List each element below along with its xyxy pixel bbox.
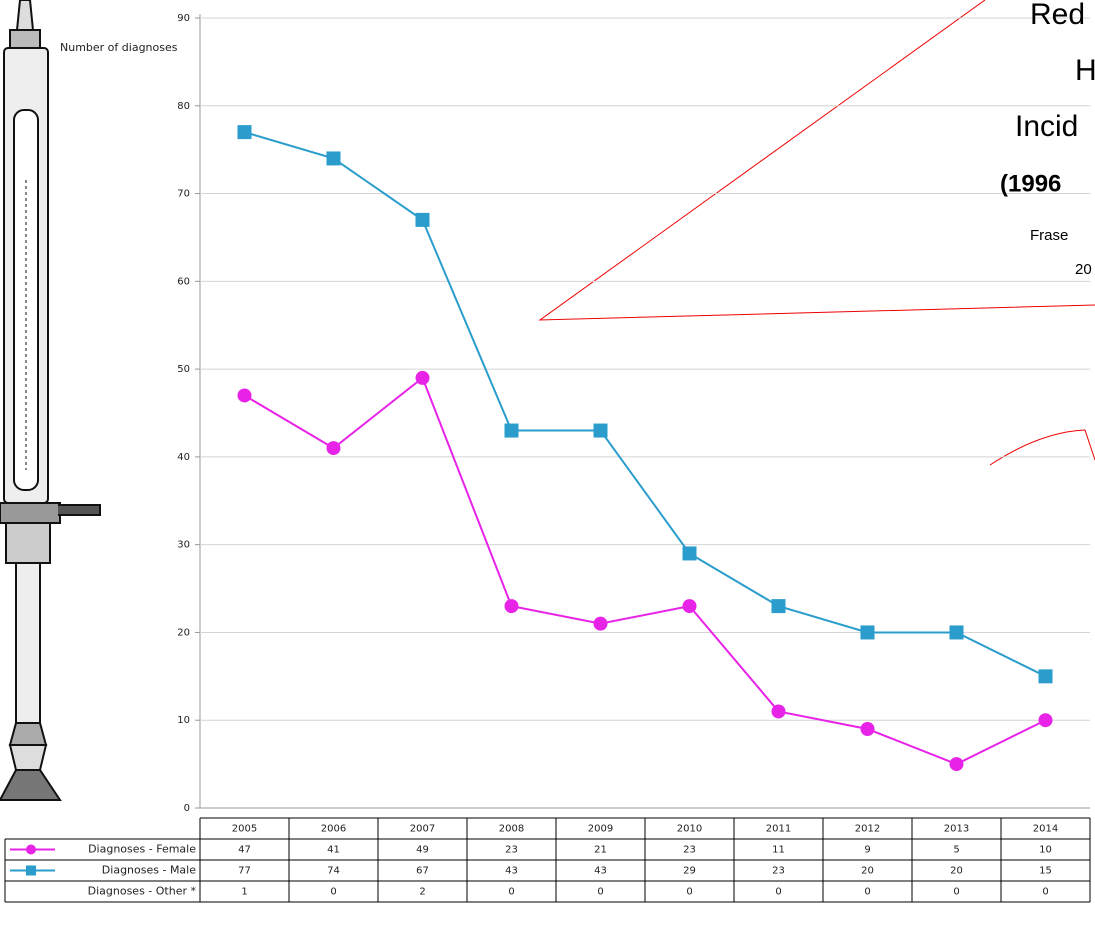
marker — [504, 599, 519, 614]
marker — [504, 423, 519, 438]
table-value: 21 — [594, 845, 607, 856]
marker — [415, 212, 430, 227]
legend-swatch — [26, 865, 36, 876]
table-value: 41 — [327, 845, 340, 856]
annotation: Frase — [1030, 227, 1068, 244]
marker — [860, 625, 875, 640]
x-tick-label: 2010 — [677, 824, 702, 835]
marker — [593, 423, 608, 438]
table-value: 0 — [953, 887, 959, 898]
marker — [682, 599, 697, 614]
table-value: 0 — [508, 887, 514, 898]
table-value: 15 — [1039, 866, 1052, 877]
table-value: 20 — [950, 866, 963, 877]
legend-label: Diagnoses - Male — [102, 864, 196, 877]
x-tick-label: 2005 — [232, 824, 257, 835]
annotation: Red — [1030, 0, 1085, 31]
table-value: 0 — [864, 887, 870, 898]
x-tick-label: 2006 — [321, 824, 346, 835]
table-value: 11 — [772, 845, 785, 856]
table-value: 23 — [505, 845, 518, 856]
legend-swatch — [26, 844, 36, 855]
annotation: H — [1075, 54, 1095, 87]
marker — [682, 546, 697, 561]
x-tick-label: 2014 — [1033, 824, 1058, 835]
x-tick-label: 2012 — [855, 824, 880, 835]
table-value: 20 — [861, 866, 874, 877]
table-value: 1 — [241, 887, 247, 898]
marker — [949, 625, 964, 640]
callout — [538, 0, 1095, 466]
legend-label: Diagnoses - Female — [88, 843, 196, 856]
marker — [771, 599, 786, 614]
table-value: 49 — [416, 845, 429, 856]
y-tick-label: 70 — [177, 189, 190, 200]
y-tick-label: 30 — [177, 540, 190, 551]
annotation: (1996 — [1000, 170, 1061, 197]
table-value: 0 — [330, 887, 336, 898]
table-value: 77 — [238, 866, 251, 877]
table-value: 74 — [327, 866, 340, 877]
table-value: 23 — [683, 845, 696, 856]
marker — [326, 441, 341, 456]
table-value: 23 — [772, 866, 785, 877]
series-line — [244, 131, 1046, 678]
annotation: 20 — [1075, 261, 1092, 278]
table-value: 5 — [953, 845, 959, 856]
y-tick-label: 90 — [177, 13, 190, 24]
y-tick-label: 80 — [177, 101, 190, 112]
table-value: 67 — [416, 866, 429, 877]
y-tick-label: 50 — [177, 364, 190, 375]
y-tick-label: 40 — [177, 452, 190, 463]
x-tick-label: 2009 — [588, 824, 613, 835]
y-tick-label: 0 — [184, 803, 190, 814]
marker — [771, 704, 786, 719]
table-value: 0 — [686, 887, 692, 898]
x-tick-label: 2011 — [766, 824, 791, 835]
table-value: 0 — [775, 887, 781, 898]
annotation: Incid — [1015, 110, 1078, 143]
table-value: 43 — [505, 866, 518, 877]
x-tick-label: 2008 — [499, 824, 524, 835]
marker — [1038, 713, 1053, 728]
table-value: 29 — [683, 866, 696, 877]
legend-label: Diagnoses - Other * — [88, 885, 197, 898]
table-value: 47 — [238, 845, 251, 856]
y-axis-label: Number of diagnoses — [60, 41, 178, 54]
x-tick-label: 2013 — [944, 824, 969, 835]
marker — [949, 757, 964, 772]
y-tick-label: 10 — [177, 715, 190, 726]
table-value: 0 — [1042, 887, 1048, 898]
marker — [326, 151, 341, 166]
syringe-illustration — [0, 0, 101, 801]
marker — [1038, 669, 1053, 684]
table-value: 10 — [1039, 845, 1052, 856]
marker — [860, 722, 875, 736]
y-tick-label: 20 — [177, 627, 190, 638]
y-tick-label: 60 — [177, 276, 190, 287]
marker — [593, 616, 608, 631]
table-value: 2 — [419, 887, 425, 898]
series-line — [243, 376, 1046, 766]
table-value: 0 — [597, 887, 603, 898]
table-value: 9 — [864, 845, 870, 856]
marker — [237, 125, 252, 140]
x-tick-label: 2007 — [410, 824, 435, 835]
marker — [415, 370, 430, 385]
table-value: 43 — [594, 866, 607, 877]
marker — [237, 388, 252, 403]
